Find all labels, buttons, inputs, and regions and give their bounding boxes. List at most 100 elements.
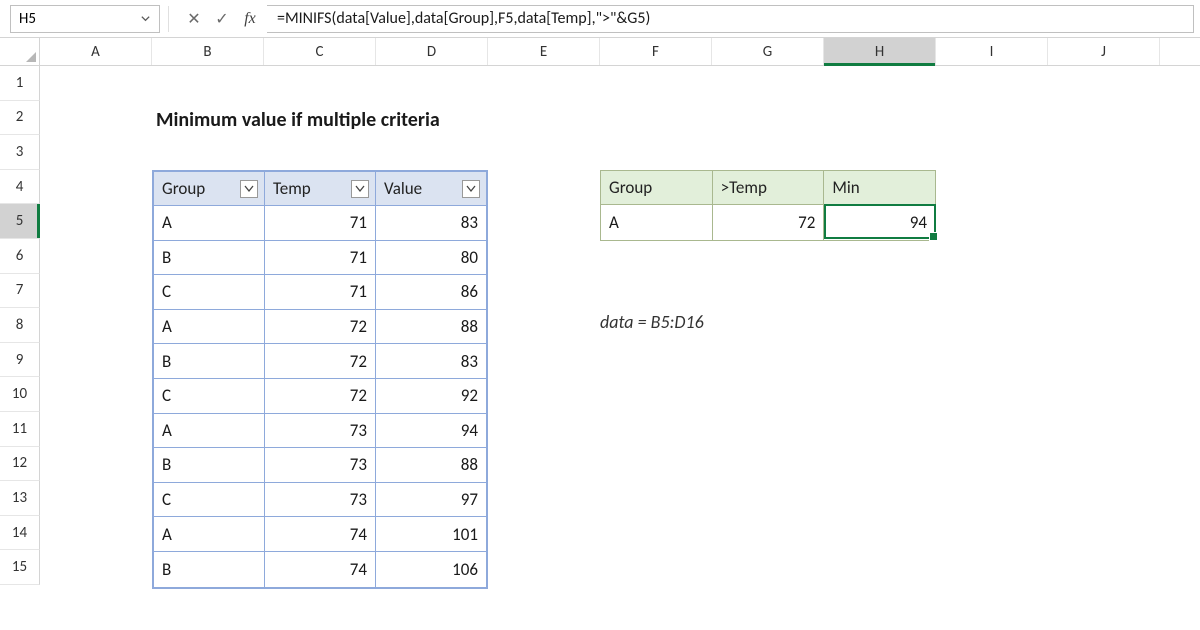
- row-header-5[interactable]: 5: [0, 204, 40, 239]
- table-cell[interactable]: 73: [265, 414, 376, 448]
- column-header-J[interactable]: J: [1048, 38, 1160, 65]
- table-cell[interactable]: 83: [376, 206, 486, 240]
- row-header-12[interactable]: 12: [0, 447, 40, 482]
- table-row: A7288: [154, 310, 486, 345]
- filter-dropdown-icon[interactable]: [462, 180, 480, 198]
- table-cell[interactable]: A: [154, 310, 265, 344]
- table-cell[interactable]: 71: [265, 241, 376, 275]
- column-header-B[interactable]: B: [152, 38, 264, 65]
- column-header-F[interactable]: F: [600, 38, 712, 65]
- page-title: Minimum value if multiple criteria: [152, 104, 444, 136]
- table-row: C7397: [154, 483, 486, 518]
- table-cell[interactable]: 74: [265, 552, 376, 587]
- column-header-E[interactable]: E: [488, 38, 600, 65]
- criteria-header: >Temp: [713, 171, 825, 204]
- row-header-10[interactable]: 10: [0, 377, 40, 412]
- column-header-G[interactable]: G: [712, 38, 824, 65]
- row-header-15[interactable]: 15: [0, 550, 40, 585]
- table-cell[interactable]: 97: [376, 483, 486, 517]
- table-cell[interactable]: 74: [265, 517, 376, 551]
- table-cell[interactable]: C: [154, 379, 265, 413]
- table-row: B7180: [154, 241, 486, 276]
- data-table: GroupTempValue A7183B7180C7186A7288B7283…: [152, 170, 488, 589]
- row-headers: 123456789101112131415: [0, 66, 40, 585]
- table-cell[interactable]: C: [154, 483, 265, 517]
- row-header-1[interactable]: 1: [0, 66, 40, 101]
- separator: [168, 6, 169, 32]
- table-cell[interactable]: 92: [376, 379, 486, 413]
- table-cell[interactable]: 71: [265, 275, 376, 309]
- row-header-11[interactable]: 11: [0, 412, 40, 447]
- table-cell[interactable]: 73: [265, 483, 376, 517]
- table-cell[interactable]: 88: [376, 448, 486, 482]
- table-cell[interactable]: 72: [265, 344, 376, 378]
- table-header: Value: [376, 172, 486, 205]
- range-note: data = B5:D16: [600, 311, 704, 333]
- filter-dropdown-icon[interactable]: [240, 180, 258, 198]
- table-row: A74101: [154, 517, 486, 552]
- column-headers: ABCDEFGHIJK: [0, 38, 1200, 66]
- table-cell[interactable]: 86: [376, 275, 486, 309]
- table-cell[interactable]: B: [154, 552, 265, 587]
- table-cell[interactable]: B: [154, 241, 265, 275]
- row-header-8[interactable]: 8: [0, 308, 40, 343]
- filter-dropdown-icon[interactable]: [351, 180, 369, 198]
- column-header-H[interactable]: H: [824, 38, 936, 65]
- table-row: A7394: [154, 414, 486, 449]
- row-header-14[interactable]: 14: [0, 516, 40, 551]
- table-cell[interactable]: A: [154, 206, 265, 240]
- criteria-cell[interactable]: 94: [824, 205, 935, 240]
- table-row: B74106: [154, 552, 486, 587]
- table-header: Group: [154, 172, 265, 205]
- table-cell[interactable]: B: [154, 344, 265, 378]
- table-cell[interactable]: 83: [376, 344, 486, 378]
- table-cell[interactable]: 72: [265, 310, 376, 344]
- table-row: B7388: [154, 448, 486, 483]
- table-cell[interactable]: 73: [265, 448, 376, 482]
- table-cell[interactable]: 101: [376, 517, 486, 551]
- table-cell[interactable]: 71: [265, 206, 376, 240]
- row-header-6[interactable]: 6: [0, 239, 40, 274]
- cells-area[interactable]: Minimum value if multiple criteria Group…: [40, 66, 1200, 585]
- table-cell[interactable]: 94: [376, 414, 486, 448]
- row-header-13[interactable]: 13: [0, 481, 40, 516]
- row-header-2[interactable]: 2: [0, 101, 40, 136]
- table-row: C7186: [154, 275, 486, 310]
- table-header: Temp: [265, 172, 376, 205]
- table-cell[interactable]: 106: [376, 552, 486, 587]
- formula-text: =MINIFS(data[Value],data[Group],F5,data[…: [277, 9, 650, 28]
- select-all-corner[interactable]: [0, 38, 40, 66]
- fx-icon[interactable]: fx: [239, 10, 261, 28]
- row-header-9[interactable]: 9: [0, 343, 40, 378]
- chevron-down-icon[interactable]: [139, 13, 151, 25]
- name-box[interactable]: H5: [10, 5, 160, 33]
- table-header-label: Temp: [273, 178, 311, 199]
- enter-icon[interactable]: ✓: [211, 9, 233, 29]
- criteria-cell[interactable]: A: [601, 205, 713, 240]
- criteria-header: Group: [601, 171, 713, 204]
- table-cell[interactable]: A: [154, 517, 265, 551]
- column-header-D[interactable]: D: [376, 38, 488, 65]
- criteria-header: Min: [824, 171, 935, 204]
- table-cell[interactable]: 72: [265, 379, 376, 413]
- name-box-value: H5: [19, 10, 36, 28]
- table-cell[interactable]: 80: [376, 241, 486, 275]
- table-cell[interactable]: 88: [376, 310, 486, 344]
- column-header-I[interactable]: I: [936, 38, 1048, 65]
- criteria-cell[interactable]: 72: [713, 205, 825, 240]
- table-cell[interactable]: C: [154, 275, 265, 309]
- row-header-4[interactable]: 4: [0, 170, 40, 205]
- row-header-7[interactable]: 7: [0, 274, 40, 309]
- column-header-A[interactable]: A: [40, 38, 152, 65]
- formula-input[interactable]: =MINIFS(data[Value],data[Group],F5,data[…: [267, 5, 1194, 33]
- criteria-table: Group>TempMin A7294: [600, 170, 936, 241]
- formula-bar-buttons: ✕ ✓ fx: [177, 9, 267, 29]
- table-cell[interactable]: B: [154, 448, 265, 482]
- column-header-K[interactable]: K: [1160, 38, 1200, 65]
- table-cell[interactable]: A: [154, 414, 265, 448]
- table-row: C7292: [154, 379, 486, 414]
- row-header-3[interactable]: 3: [0, 135, 40, 170]
- cancel-icon[interactable]: ✕: [183, 9, 205, 29]
- table-header-label: Value: [384, 178, 422, 199]
- column-header-C[interactable]: C: [264, 38, 376, 65]
